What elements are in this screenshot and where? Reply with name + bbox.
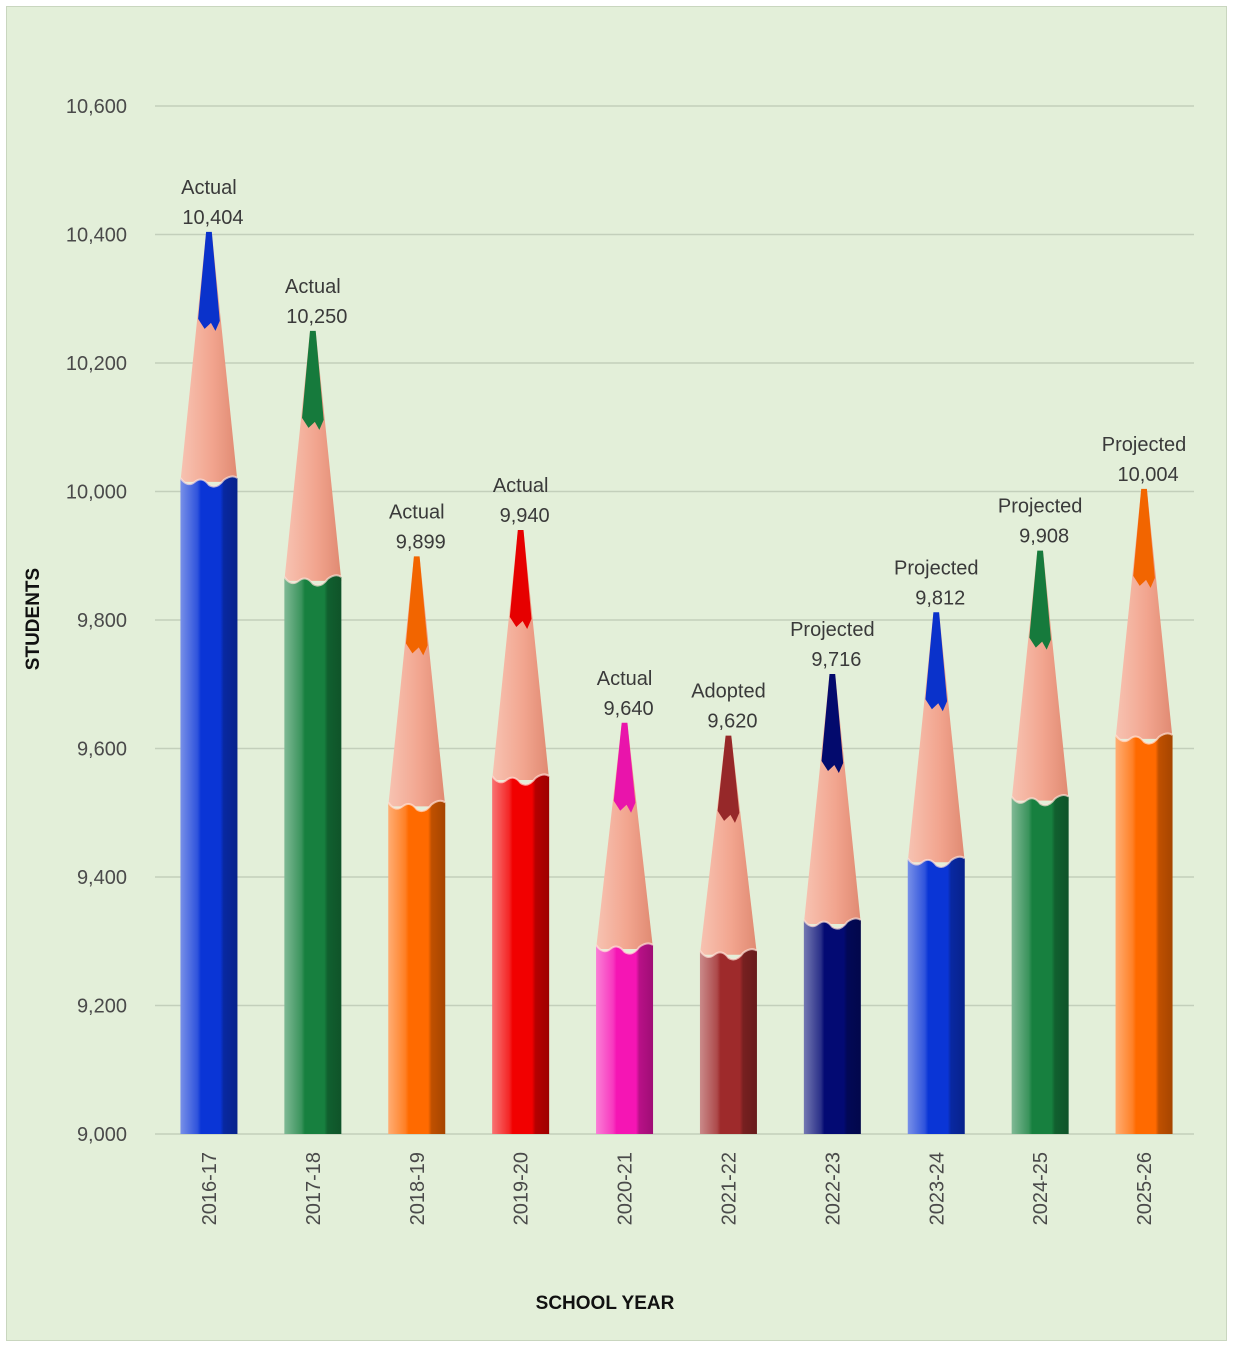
data-label-value: 9,899 xyxy=(396,531,446,553)
data-label-value: 10,404 xyxy=(182,207,243,229)
y-tick-label: 9,800 xyxy=(77,610,127,632)
y-tick-label: 9,600 xyxy=(77,739,127,761)
bar-2021-22 xyxy=(699,735,758,1134)
data-label-value: 10,250 xyxy=(286,306,347,328)
y-tick-label: 10,000 xyxy=(66,482,127,504)
x-tick-label: 2018-19 xyxy=(407,1152,429,1225)
bar-2017-18 xyxy=(283,330,342,1134)
data-label-value: 9,812 xyxy=(915,587,965,609)
data-label-value: 10,004 xyxy=(1117,464,1178,486)
bars xyxy=(179,231,1174,1135)
y-tick-label: 10,600 xyxy=(66,96,127,118)
bar-2022-23 xyxy=(803,673,862,1134)
data-label-status: Actual xyxy=(389,501,445,523)
y-tick-label: 10,200 xyxy=(66,353,127,375)
data-label-value: 9,908 xyxy=(1019,526,1069,548)
data-label-status: Projected xyxy=(894,557,979,579)
y-axis-title: STUDENTS xyxy=(23,568,44,670)
x-tick-label: 2023-24 xyxy=(926,1152,948,1225)
x-tick-label: 2025-26 xyxy=(1134,1152,1156,1225)
data-label-status: Projected xyxy=(998,496,1083,518)
data-label-status: Projected xyxy=(1102,434,1187,456)
chart-frame: 9,000 9,200 9,400 9,600 9,800 10,000 10,200 10,… xyxy=(6,6,1227,1341)
data-label-status: Actual xyxy=(597,668,653,690)
enrollment-chart: 9,000 9,200 9,400 9,600 9,800 10,000 10,200 10,… xyxy=(23,96,1194,1314)
x-axis-ticks: 2016-17 2017-18 2018-19 2019-20 2020-21 2021-… xyxy=(199,1152,1156,1225)
x-tick-label: 2016-17 xyxy=(199,1152,221,1225)
data-labels: Actual 10,404 Actual 10,250 Actual 9,899 Actua… xyxy=(181,177,1186,733)
data-label-status: Projected xyxy=(790,619,875,641)
y-tick-label: 9,000 xyxy=(77,1124,127,1146)
data-label-status: Actual xyxy=(181,177,237,199)
x-tick-label: 2021-22 xyxy=(718,1152,740,1225)
bar-2019-20 xyxy=(491,530,550,1134)
x-tick-label: 2017-18 xyxy=(303,1152,325,1225)
x-tick-label: 2022-23 xyxy=(822,1152,844,1225)
x-tick-label: 2024-25 xyxy=(1030,1152,1052,1225)
data-label-value: 9,640 xyxy=(604,698,654,720)
y-tick-label: 9,200 xyxy=(77,996,127,1018)
bar-2023-24 xyxy=(906,612,966,1134)
bar-2025-26 xyxy=(1114,488,1174,1134)
data-label-status: Actual xyxy=(285,276,341,298)
y-tick-label: 9,400 xyxy=(77,867,127,889)
bar-2020-21 xyxy=(595,722,654,1134)
data-label-value: 9,716 xyxy=(811,649,861,671)
bar-2018-19 xyxy=(387,556,446,1134)
data-label-value: 9,940 xyxy=(500,505,550,527)
data-label-value: 9,620 xyxy=(707,711,757,733)
data-label-status: Actual xyxy=(493,475,549,497)
y-tick-label: 10,400 xyxy=(66,225,127,247)
data-label-status: Adopted xyxy=(691,681,766,703)
x-tick-label: 2020-21 xyxy=(615,1152,637,1225)
y-axis-ticks: 9,000 9,200 9,400 9,600 9,800 10,000 10,200 10,… xyxy=(66,96,127,1146)
x-axis-title: SCHOOL YEAR xyxy=(536,1293,675,1314)
bar-2016-17 xyxy=(179,231,239,1135)
x-tick-label: 2019-20 xyxy=(511,1152,533,1225)
bar-2024-25 xyxy=(1010,550,1070,1134)
